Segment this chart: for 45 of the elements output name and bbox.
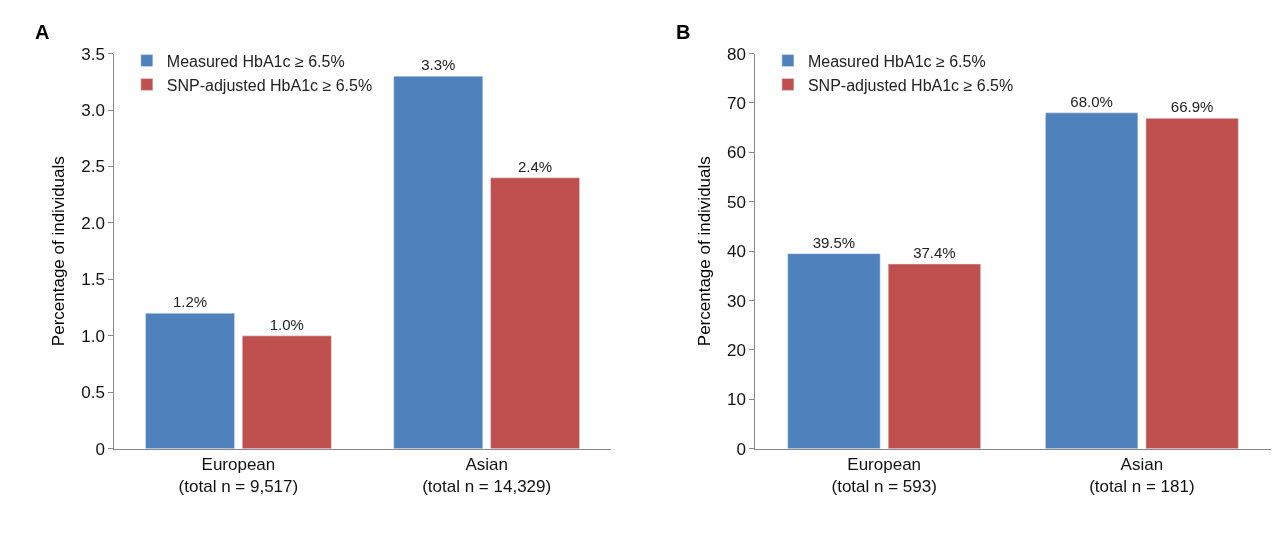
data-label: 1.2% [172,293,208,311]
data-label: 39.5% [812,233,856,251]
bar [1045,112,1139,449]
x-tick-label: European (total n = 593) [831,455,937,497]
y-tick-label: 40 [727,242,746,262]
y-tick-label: 70 [727,93,746,113]
legend-label: SNP-adjusted HbA1c ≥ 6.5% [166,76,373,94]
y-tick-label: 0 [736,439,746,459]
bar [1145,118,1239,449]
y-tick-label: 3.5 [81,44,105,64]
y-tick-label: 1.0 [81,326,105,346]
y-tick-label: 30 [727,291,746,311]
bar [887,263,981,449]
data-label: 3.3% [421,56,456,74]
y-axis-title: Percentage of individuals [48,156,68,347]
y-tick-label: 80 [727,44,746,64]
data-label: 68.0% [1070,92,1113,110]
y-tick-label: 2.5 [81,157,105,177]
y-tick-label: 10 [727,390,746,410]
bar [145,313,235,449]
bar [242,335,332,449]
y-tick-label: 1.5 [81,270,105,290]
y-tick-label: 0 [95,439,105,459]
data-label: 1.0% [269,315,304,333]
y-tick-label: 60 [727,143,746,163]
y-tick-label: 2.0 [81,213,105,233]
chart-title: B [676,21,691,43]
y-axis-title: Percentage of individuals [694,156,714,347]
x-tick-label: Asian (total n = 14,329) [422,455,552,497]
y-tick-label: 0.5 [81,383,105,403]
x-tick-label: European (total n = 9,517) [178,455,299,497]
legend-label: SNP-adjusted HbA1c ≥ 6.5% [807,76,1014,94]
bar [393,75,484,449]
chart-title: A [35,21,50,43]
data-label: 2.4% [517,157,553,175]
legend-label: Measured HbA1c ≥ 6.5% [166,52,345,70]
data-label: 66.9% [1170,98,1214,116]
y-tick-label: 50 [727,192,746,212]
x-tick-label: Asian (total n = 181) [1089,455,1195,497]
bar [787,253,881,449]
y-tick-label: 3.0 [81,100,105,120]
legend-label: Measured HbA1c ≥ 6.5% [807,52,986,70]
data-label: 37.4% [913,244,956,262]
y-tick-label: 20 [727,340,746,360]
bar [490,177,580,449]
